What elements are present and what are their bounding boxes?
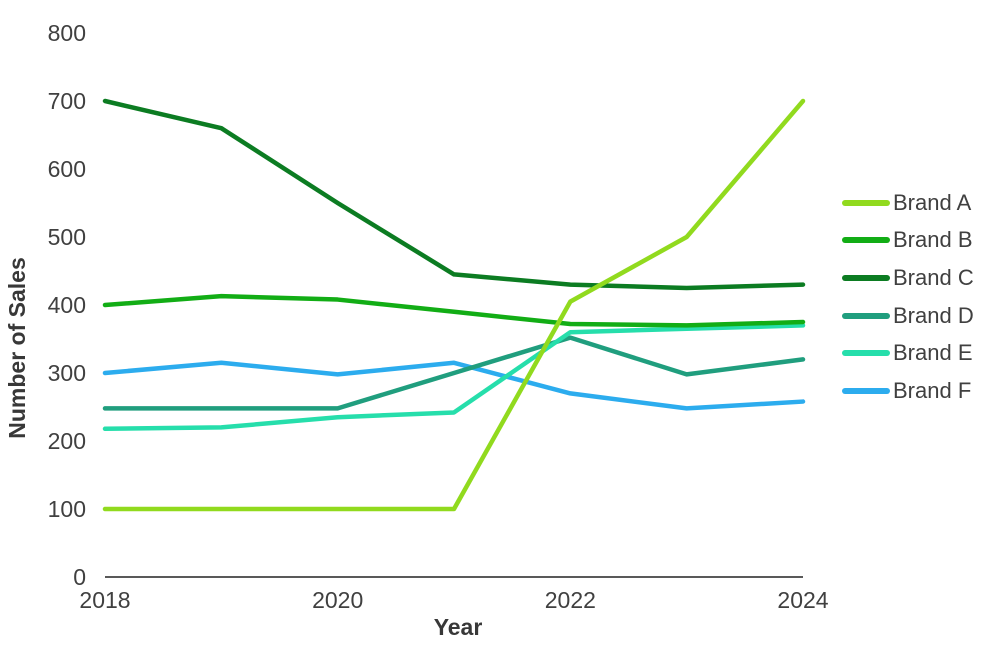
series-line-brand-a — [102, 98, 806, 512]
x-tick-label: 2022 — [545, 587, 596, 613]
legend-label: Brand A — [893, 189, 972, 215]
x-axis-title: Year — [434, 614, 483, 640]
y-tick-label: 200 — [48, 428, 86, 454]
legend-swatch-icon — [842, 237, 890, 244]
legend-item-brand-c: Brand C — [842, 259, 974, 297]
legend-swatch-icon — [842, 312, 890, 319]
series-lines — [102, 98, 806, 512]
legend-label: Brand E — [893, 340, 973, 366]
y-axis-title: Number of Sales — [4, 257, 30, 439]
series-line-brand-b — [102, 293, 806, 328]
series-line-brand-c — [102, 98, 806, 291]
legend-swatch-icon — [842, 387, 890, 394]
legend: Brand A Brand B Brand C Brand D Brand E Brand… — [842, 184, 974, 410]
x-tick-label: 2024 — [777, 587, 828, 613]
legend-item-brand-d: Brand D — [842, 297, 974, 335]
legend-item-brand-e: Brand E — [842, 334, 974, 372]
legend-swatch-icon — [842, 350, 890, 357]
y-tick-label: 100 — [48, 496, 86, 522]
x-tick-label: 2020 — [312, 587, 363, 613]
legend-item-brand-a: Brand A — [842, 184, 974, 222]
y-tick-label: 500 — [48, 224, 86, 250]
y-tick-label: 600 — [48, 156, 86, 182]
legend-item-brand-f: Brand F — [842, 372, 974, 410]
series-line-brand-e — [102, 323, 806, 432]
series-line-brand-f — [102, 360, 806, 411]
legend-label: Brand D — [893, 302, 974, 328]
legend-label: Brand F — [893, 377, 972, 403]
series-line-brand-d — [102, 335, 806, 411]
legend-item-brand-b: Brand B — [842, 222, 974, 260]
y-tick-label: 700 — [48, 88, 86, 114]
legend-label: Brand B — [893, 227, 973, 253]
y-tick-label: 400 — [48, 292, 86, 318]
y-tick-label: 0 — [73, 564, 86, 590]
legend-swatch-icon — [842, 199, 890, 206]
legend-swatch-icon — [842, 274, 890, 281]
x-tick-label: 2018 — [79, 587, 130, 613]
legend-label: Brand C — [893, 264, 974, 290]
y-tick-label: 300 — [48, 360, 86, 386]
tick-labels: 0 100 200 300 400 500 600 700 800 2018 2020 2022 202… — [48, 20, 829, 613]
y-tick-label: 800 — [48, 20, 86, 46]
